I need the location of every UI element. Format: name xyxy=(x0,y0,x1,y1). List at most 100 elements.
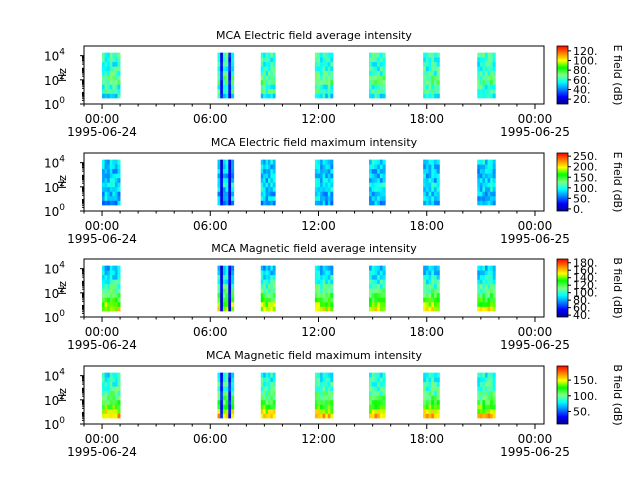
spectrogram-cell xyxy=(109,159,113,165)
x-tick-label: 18:00 xyxy=(409,432,444,446)
spectrogram-cell xyxy=(104,381,108,387)
spectrogram-cell xyxy=(107,408,111,414)
spectrogram-cell xyxy=(322,52,326,58)
spectrogram-cell xyxy=(231,79,235,85)
spectrogram-cell xyxy=(114,377,118,383)
spectrogram-cell xyxy=(112,52,116,58)
spectrogram-cell xyxy=(268,164,271,170)
spectrogram-cell xyxy=(225,292,229,298)
spectrogram-cell xyxy=(231,413,235,419)
spectrogram-cell xyxy=(109,404,113,410)
colorbar-tick-label: 40. xyxy=(573,309,591,322)
spectrogram-cell xyxy=(482,381,486,387)
spectrogram-cell xyxy=(102,265,106,271)
spectrogram-cell xyxy=(371,168,375,174)
spectrogram-cell xyxy=(479,168,483,174)
spectrogram-cell xyxy=(477,386,481,392)
spectrogram-cell xyxy=(217,168,221,174)
spectrogram-cell xyxy=(477,52,481,58)
spectrogram-cell xyxy=(374,168,378,174)
spectrogram-cell xyxy=(428,399,432,405)
spectrogram-cell xyxy=(477,372,481,378)
spectrogram-cell xyxy=(114,399,118,405)
spectrogram-cell xyxy=(490,159,494,165)
spectrogram-cell xyxy=(490,88,494,94)
spectrogram-cell xyxy=(268,372,271,378)
y-tick-label: 100 xyxy=(44,203,65,219)
spectrogram-cell xyxy=(425,381,429,387)
spectrogram-cell xyxy=(265,93,269,99)
colorbar-tick-label: 140. xyxy=(573,272,598,285)
spectrogram-cell xyxy=(490,57,494,63)
spectrogram-cell xyxy=(225,159,229,165)
panel-3: MCA Magnetic field average intensity1041… xyxy=(44,242,624,352)
spectrogram-cell xyxy=(374,301,378,307)
spectrogram-cell xyxy=(272,70,276,76)
spectrogram-cell xyxy=(231,279,235,285)
spectrogram-cell xyxy=(260,84,264,90)
spectrogram-cell xyxy=(222,399,227,405)
spectrogram-cell xyxy=(102,386,106,392)
spectrogram-cell xyxy=(477,292,481,298)
y-tick-exponent: 2 xyxy=(59,392,65,402)
spectrogram-cell xyxy=(322,283,326,289)
spectrogram-cell xyxy=(425,191,429,197)
spectrogram-cell xyxy=(114,408,118,414)
spectrogram-cell xyxy=(436,413,440,419)
spectrogram-cell xyxy=(327,182,331,188)
spectrogram-cell xyxy=(263,390,266,396)
spectrogram-cell xyxy=(327,297,331,303)
spectrogram-cell xyxy=(220,88,224,94)
spectrogram-cell xyxy=(379,84,383,90)
spectrogram-cell xyxy=(490,279,494,285)
spectrogram-cell xyxy=(433,159,438,165)
spectrogram-cell xyxy=(320,270,324,276)
spectrogram-cell xyxy=(371,395,375,401)
spectrogram-cell xyxy=(325,292,329,298)
spectrogram-cell xyxy=(272,279,276,285)
spectrogram-cell xyxy=(425,200,429,206)
spectrogram-cell xyxy=(317,270,321,276)
spectrogram-cell xyxy=(220,177,224,183)
spectrogram-cell xyxy=(482,413,486,419)
x-tick-label: 00:00 xyxy=(85,219,120,233)
spectrogram-cell xyxy=(268,93,271,99)
spectrogram-cell xyxy=(265,390,269,396)
spectrogram-cell xyxy=(369,88,373,94)
spectrogram-cell xyxy=(270,66,274,72)
spectrogram-cell xyxy=(270,408,274,414)
spectrogram-cell xyxy=(112,279,116,285)
spectrogram-cell xyxy=(112,390,116,396)
spectrogram-cell xyxy=(330,88,334,94)
spectrogram-cell xyxy=(117,200,121,206)
spectrogram-cell xyxy=(369,292,373,298)
spectrogram-cell xyxy=(102,413,106,419)
spectrogram-cell xyxy=(428,372,432,378)
spectrogram-cell xyxy=(431,70,435,76)
spectrogram-cell xyxy=(377,200,381,206)
spectrogram-cell xyxy=(268,306,271,312)
spectrogram-cell xyxy=(102,372,106,378)
x-tick-label: 00:00 xyxy=(85,112,120,126)
spectrogram-cell xyxy=(487,75,491,81)
spectrogram-cell xyxy=(314,381,318,387)
spectrogram-cell xyxy=(260,270,264,276)
spectrogram-cell xyxy=(217,70,221,76)
spectrogram-cell xyxy=(228,79,232,85)
spectrogram-cell xyxy=(322,386,326,392)
spectrogram-cell xyxy=(102,297,106,303)
spectrogram-cell xyxy=(490,372,494,378)
spectrogram-cell xyxy=(314,182,318,188)
spectrogram-cell xyxy=(265,297,269,303)
spectrogram-cell xyxy=(377,288,381,294)
spectrogram-cell xyxy=(228,265,232,271)
spectrogram-cell xyxy=(490,191,494,197)
spectrogram-cell xyxy=(228,61,232,67)
spectrogram-cell xyxy=(436,66,440,72)
spectrogram-cell xyxy=(109,88,113,94)
spectrogram-cell xyxy=(104,75,108,81)
spectrogram-cell xyxy=(260,265,264,271)
spectrogram-cell xyxy=(272,386,276,392)
spectrogram-cell xyxy=(112,159,116,165)
spectrogram-cell xyxy=(490,52,494,58)
